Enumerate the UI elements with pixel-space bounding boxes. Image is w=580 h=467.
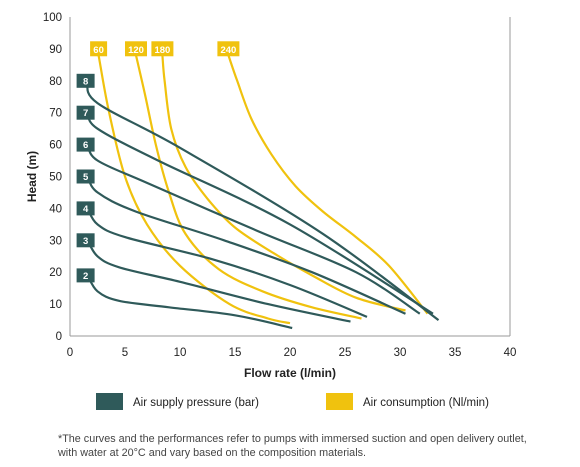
footnote: *The curves and the performances refer t… — [58, 433, 568, 460]
consumption-badge-180 — [151, 41, 174, 57]
pressure-badge-label-4: 4 — [83, 204, 89, 215]
chart-legend: Air supply pressure (bar) Air consumption… — [96, 393, 489, 410]
y-tick-label: 80 — [49, 76, 62, 88]
y-tick-label: 10 — [49, 299, 62, 311]
x-tick-label: 0 — [67, 347, 73, 359]
x-tick-label: 35 — [449, 347, 462, 359]
air-pressure-curve-3 — [86, 239, 351, 323]
consumption-badge-label-120: 120 — [128, 45, 144, 56]
pressure-badge-label-3: 3 — [83, 236, 88, 247]
consumption-badge-120 — [125, 41, 147, 57]
x-tick-label: 30 — [394, 347, 407, 359]
y-axis-title: Head (m) — [25, 151, 39, 202]
pressure-badge-2 — [76, 268, 95, 283]
air-consumption-curve-180 — [161, 55, 406, 312]
pressure-badge-label-5: 5 — [83, 172, 89, 183]
consumption-badge-240 — [217, 41, 240, 57]
footnote-line-1: *The curves and the performances refer t… — [58, 433, 527, 445]
legend-label-1: Air supply pressure (bar) — [133, 397, 259, 409]
y-tick-label: 60 — [49, 140, 62, 152]
pressure-badge-label-2: 2 — [83, 271, 88, 282]
legend-label-2: Air consumption (Nl/min) — [363, 397, 489, 409]
y-tick-label: 20 — [49, 267, 62, 279]
y-tick-label: 70 — [49, 108, 62, 120]
x-tick-label: 25 — [339, 347, 352, 359]
pressure-badge-label-6: 6 — [83, 140, 88, 151]
air-pressure-curve-7 — [86, 112, 434, 315]
y-tick-label: 40 — [49, 203, 62, 215]
chart-curves — [86, 54, 440, 330]
x-tick-label: 5 — [122, 347, 128, 359]
pressure-badge-3 — [76, 233, 95, 248]
x-tick-label: 20 — [284, 347, 297, 359]
y-tick-label: 30 — [49, 235, 62, 247]
x-tick-label: 10 — [174, 347, 187, 359]
pressure-badge-5 — [76, 169, 95, 184]
y-tick-label: 50 — [49, 172, 62, 184]
series-badges: 2 3 4 5 6 7 8 60 120 180 240 — [76, 41, 240, 283]
y-tick-label: 0 — [56, 331, 62, 343]
legend-swatch-2 — [326, 393, 353, 410]
legend-swatch-1 — [96, 393, 123, 410]
air-pressure-curve-6 — [86, 144, 421, 315]
pressure-badge-7 — [76, 105, 95, 120]
air-pressure-curve-5 — [86, 175, 406, 315]
y-tick-label: 90 — [49, 44, 62, 56]
pressure-badge-label-8: 8 — [83, 76, 88, 87]
air-pressure-curve-4 — [86, 207, 368, 318]
x-tick-label: 15 — [229, 347, 242, 359]
air-consumption-curve-120 — [134, 55, 362, 320]
pressure-badge-label-7: 7 — [83, 108, 88, 119]
consumption-badge-label-60: 60 — [93, 45, 104, 56]
pressure-badge-4 — [76, 201, 95, 216]
x-tick-label: 40 — [504, 347, 517, 359]
footnote-line-2: with water at 20°C and vary based on the… — [58, 446, 366, 459]
consumption-badge-60 — [90, 41, 108, 57]
pressure-badge-6 — [76, 137, 95, 152]
y-tick-label: 100 — [43, 12, 62, 24]
consumption-badge-label-180: 180 — [154, 45, 170, 56]
air-pressure-curve-8 — [86, 80, 440, 321]
air-pressure-curve-2 — [86, 274, 293, 330]
air-consumption-curve-240 — [227, 54, 429, 315]
air-consumption-curve-60 — [97, 55, 291, 325]
pressure-badge-8 — [76, 73, 95, 88]
consumption-badge-label-240: 240 — [220, 45, 236, 56]
x-axis-title: Flow rate (l/min) — [244, 366, 336, 380]
